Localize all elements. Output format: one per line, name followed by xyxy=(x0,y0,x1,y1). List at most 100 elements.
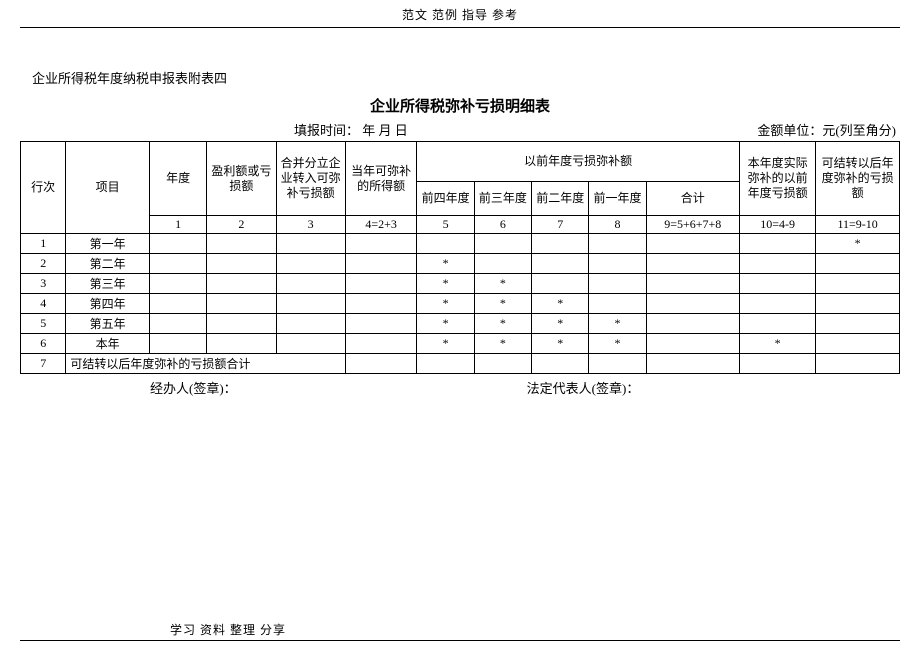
row-item-cell: 第三年 xyxy=(66,274,150,294)
meta-row: 填报时间： 年 月 日 金额单位：元(列至角分) xyxy=(20,120,900,139)
data-cell xyxy=(207,314,276,334)
data-cell xyxy=(417,234,474,254)
signature-right: 法定代表人(签章)： xyxy=(527,378,640,397)
data-cell xyxy=(149,294,206,314)
footer-text: 学习 资料 整理 分享 xyxy=(0,621,920,640)
data-cell xyxy=(589,354,646,374)
h-prev1: 前一年度 xyxy=(589,182,646,216)
data-cell xyxy=(646,274,739,294)
table-row: 3第三年 ** xyxy=(21,274,900,294)
row-item-cell: 第二年 xyxy=(66,254,150,274)
cn-9: 9=5+6+7+8 xyxy=(646,216,739,234)
table-row: 2第二年 * xyxy=(21,254,900,274)
data-cell xyxy=(646,294,739,314)
data-cell xyxy=(816,314,900,334)
data-cell xyxy=(646,254,739,274)
h-total: 合计 xyxy=(646,182,739,216)
data-cell xyxy=(345,274,417,294)
cn-6: 6 xyxy=(474,216,531,234)
data-cell xyxy=(276,254,345,274)
data-cell xyxy=(739,354,815,374)
row-item-cell: 第五年 xyxy=(66,314,150,334)
data-cell xyxy=(276,334,345,354)
data-cell xyxy=(207,294,276,314)
data-cell xyxy=(345,254,417,274)
fill-time-label: 填报时间： xyxy=(294,123,359,138)
table-row: 5第五年**** xyxy=(21,314,900,334)
page-header: 范文 范例 指导 参考 xyxy=(0,0,920,27)
data-cell xyxy=(589,234,646,254)
cn-11: 11=9-10 xyxy=(816,216,900,234)
data-cell xyxy=(276,234,345,254)
row-num-cell: 3 xyxy=(21,274,66,294)
h-prev3: 前三年度 xyxy=(474,182,531,216)
data-cell xyxy=(345,334,417,354)
data-cell xyxy=(816,294,900,314)
h-actual: 本年度实际弥补的以前年度亏损额 xyxy=(739,142,815,216)
data-cell xyxy=(532,354,589,374)
cn-8: 8 xyxy=(589,216,646,234)
content: 企业所得税年度纳税申报表附表四 企业所得税弥补亏损明细表 填报时间： 年 月 日… xyxy=(0,28,920,397)
data-cell xyxy=(276,314,345,334)
data-cell xyxy=(207,274,276,294)
data-cell xyxy=(345,234,417,254)
data-cell xyxy=(149,234,206,254)
data-cell xyxy=(207,254,276,274)
row-item-cell: 第一年 xyxy=(66,234,150,254)
loss-table: 行次 项目 年度 盈利额或亏损额 合并分立企业转入可弥补亏损额 当年可弥补的所得… xyxy=(20,141,900,374)
data-cell: * xyxy=(417,334,474,354)
cn-1: 1 xyxy=(149,216,206,234)
data-cell xyxy=(474,254,531,274)
data-cell: * xyxy=(532,294,589,314)
data-cell: * xyxy=(417,294,474,314)
row7-label-cell: 可结转以后年度弥补的亏损额合计 xyxy=(66,354,345,374)
data-cell: * xyxy=(589,314,646,334)
data-cell xyxy=(207,234,276,254)
table-row: 7可结转以后年度弥补的亏损额合计 xyxy=(21,354,900,374)
table-row: 4第四年*** xyxy=(21,294,900,314)
data-cell: * xyxy=(739,334,815,354)
h-item: 项目 xyxy=(66,142,150,234)
cn-10: 10=4-9 xyxy=(739,216,815,234)
signature-left: 经办人(签章)： xyxy=(150,378,237,397)
data-cell xyxy=(345,314,417,334)
row-num-cell: 2 xyxy=(21,254,66,274)
data-cell: * xyxy=(417,254,474,274)
row-item-cell: 第四年 xyxy=(66,294,150,314)
h-year: 年度 xyxy=(149,142,206,216)
data-cell xyxy=(816,274,900,294)
data-cell: * xyxy=(474,274,531,294)
data-cell xyxy=(149,274,206,294)
row-num-cell: 1 xyxy=(21,234,66,254)
h-merge: 合并分立企业转入可弥补亏损额 xyxy=(276,142,345,216)
subtitle: 企业所得税年度纳税申报表附表四 xyxy=(32,68,900,87)
data-cell xyxy=(816,254,900,274)
fill-time-value: 年 月 日 xyxy=(362,123,408,138)
row-num-cell: 4 xyxy=(21,294,66,314)
h-prev2: 前二年度 xyxy=(532,182,589,216)
row-num-cell: 7 xyxy=(21,354,66,374)
data-cell: * xyxy=(816,234,900,254)
data-cell xyxy=(532,254,589,274)
cn-3: 3 xyxy=(276,216,345,234)
data-cell: * xyxy=(532,334,589,354)
cn-4: 4=2+3 xyxy=(345,216,417,234)
data-cell xyxy=(739,234,815,254)
data-cell xyxy=(646,334,739,354)
data-cell xyxy=(276,274,345,294)
h-prev4: 前四年度 xyxy=(417,182,474,216)
data-cell: * xyxy=(589,334,646,354)
data-cell: * xyxy=(417,274,474,294)
row-item-cell: 本年 xyxy=(66,334,150,354)
data-cell xyxy=(149,314,206,334)
data-cell xyxy=(589,274,646,294)
h-carry: 可结转以后年度弥补的亏损额 xyxy=(816,142,900,216)
data-cell: * xyxy=(474,314,531,334)
table-row: 6本年***** xyxy=(21,334,900,354)
row-num-cell: 6 xyxy=(21,334,66,354)
cn-2: 2 xyxy=(207,216,276,234)
h-rownum: 行次 xyxy=(21,142,66,234)
data-cell xyxy=(646,234,739,254)
data-cell xyxy=(345,354,417,374)
data-cell: * xyxy=(474,294,531,314)
